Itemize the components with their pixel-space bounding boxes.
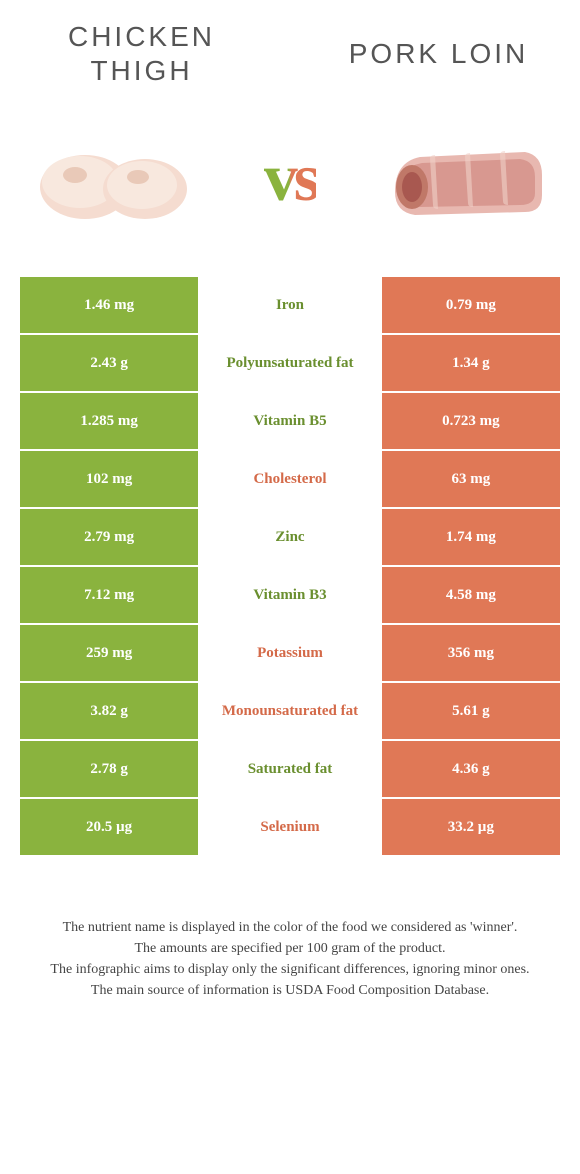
nutrient-label: Selenium [198, 799, 382, 857]
left-value: 2.43 g [20, 335, 198, 393]
right-value: 4.36 g [382, 741, 560, 799]
nutrient-label: Vitamin B5 [198, 393, 382, 451]
vs-label: vs [264, 138, 316, 217]
table-row: 1.46 mgIron0.79 mg [20, 277, 560, 335]
footer-notes: The nutrient name is displayed in the co… [20, 917, 560, 1001]
nutrient-label: Saturated fat [198, 741, 382, 799]
nutrient-table: 1.46 mgIron0.79 mg2.43 gPolyunsaturated … [20, 277, 560, 857]
left-value: 1.285 mg [20, 393, 198, 451]
table-row: 1.285 mgVitamin B50.723 mg [20, 393, 560, 451]
left-food-title: Chicken Thigh [20, 20, 263, 87]
table-row: 3.82 gMonounsaturated fat5.61 g [20, 683, 560, 741]
nutrient-label: Vitamin B3 [198, 567, 382, 625]
chicken-thigh-image [30, 117, 210, 237]
left-value: 7.12 mg [20, 567, 198, 625]
right-value: 63 mg [382, 451, 560, 509]
table-row: 2.78 gSaturated fat4.36 g [20, 741, 560, 799]
left-value: 1.46 mg [20, 277, 198, 335]
table-row: 102 mgCholesterol63 mg [20, 451, 560, 509]
nutrient-label: Iron [198, 277, 382, 335]
images-row: vs [20, 117, 560, 237]
right-value: 5.61 g [382, 683, 560, 741]
right-value: 33.2 µg [382, 799, 560, 857]
header: Chicken Thigh Pork Loin [20, 20, 560, 87]
left-value: 102 mg [20, 451, 198, 509]
footer-line: The amounts are specified per 100 gram o… [40, 938, 540, 959]
table-row: 20.5 µgSelenium33.2 µg [20, 799, 560, 857]
right-value: 1.74 mg [382, 509, 560, 567]
pork-loin-image [370, 117, 550, 237]
right-value: 356 mg [382, 625, 560, 683]
right-value: 0.723 mg [382, 393, 560, 451]
nutrient-label: Zinc [198, 509, 382, 567]
table-row: 2.79 mgZinc1.74 mg [20, 509, 560, 567]
table-row: 7.12 mgVitamin B34.58 mg [20, 567, 560, 625]
left-value: 3.82 g [20, 683, 198, 741]
left-value: 2.79 mg [20, 509, 198, 567]
left-value: 2.78 g [20, 741, 198, 799]
right-value: 1.34 g [382, 335, 560, 393]
right-value: 4.58 mg [382, 567, 560, 625]
footer-line: The infographic aims to display only the… [40, 959, 540, 980]
left-value: 20.5 µg [20, 799, 198, 857]
table-row: 2.43 gPolyunsaturated fat1.34 g [20, 335, 560, 393]
footer-line: The nutrient name is displayed in the co… [40, 917, 540, 938]
right-food-title: Pork Loin [317, 37, 560, 71]
nutrient-label: Monounsaturated fat [198, 683, 382, 741]
nutrient-label: Polyunsaturated fat [198, 335, 382, 393]
nutrient-label: Cholesterol [198, 451, 382, 509]
table-row: 259 mgPotassium356 mg [20, 625, 560, 683]
nutrient-label: Potassium [198, 625, 382, 683]
left-value: 259 mg [20, 625, 198, 683]
right-value: 0.79 mg [382, 277, 560, 335]
footer-line: The main source of information is USDA F… [40, 980, 540, 1001]
